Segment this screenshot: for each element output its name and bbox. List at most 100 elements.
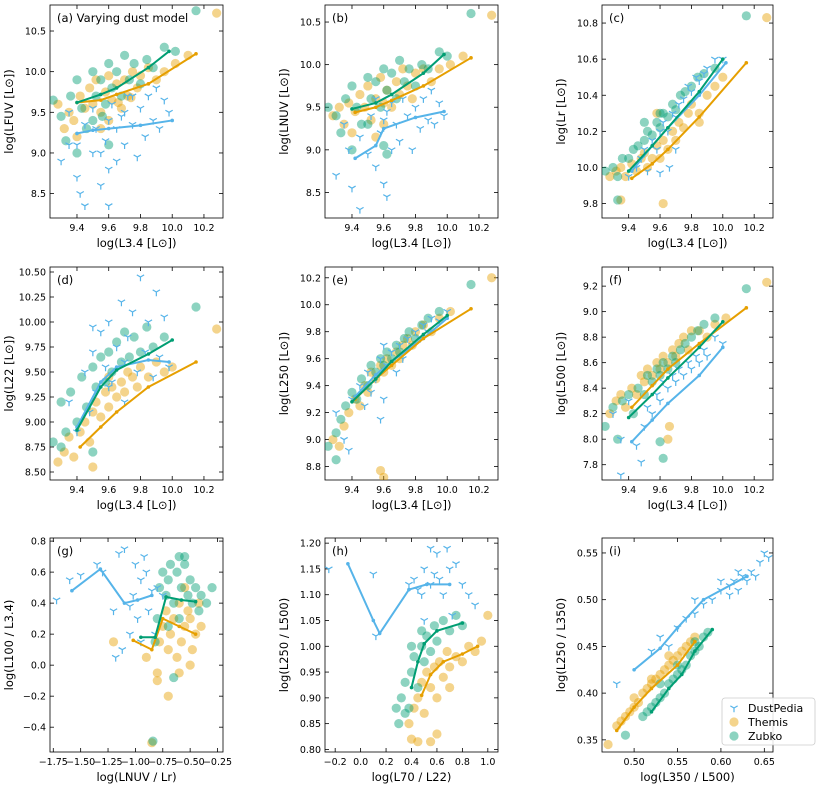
trend-line-dustpedia (71, 567, 153, 605)
point-dustpedia (703, 65, 712, 73)
trend-node (353, 110, 357, 115)
point-zubko (331, 455, 341, 465)
y-axis-label: log(LFUV [L⊙]) (2, 69, 16, 153)
point-dustpedia (363, 369, 372, 377)
trend-node (389, 98, 394, 103)
point-dustpedia (679, 372, 688, 380)
legend-label-zubko: Zubko (748, 730, 782, 743)
point-zubko (88, 362, 98, 372)
point-dustpedia (664, 643, 673, 651)
point-zubko (180, 559, 190, 569)
trend-node (724, 60, 728, 65)
trend-node (389, 363, 394, 368)
y-tick-label: −0.4 (23, 723, 46, 734)
point-dustpedia (403, 335, 412, 343)
y-tick-label: 10.00 (19, 318, 46, 329)
x-tick-label: 9.6 (376, 485, 391, 496)
point-themis (611, 396, 621, 406)
point-zubko (112, 67, 122, 77)
point-themis (375, 72, 386, 83)
trend-line-dustpedia (631, 62, 727, 172)
point-dustpedia (612, 681, 621, 688)
point-zubko (135, 347, 146, 357)
point-zubko (608, 402, 618, 412)
y-axis-label: log(Lr [L⊙]) (554, 78, 568, 144)
point-themis (718, 72, 728, 82)
point-zubko (382, 347, 392, 357)
point-themis (605, 409, 615, 419)
trend-node (193, 599, 198, 604)
point-zubko (387, 354, 397, 364)
point-themis (135, 362, 146, 372)
y-tick-label: 8.0 (583, 435, 598, 446)
point-themis (636, 370, 646, 381)
point-zubko (382, 85, 392, 95)
trend-node (193, 632, 198, 636)
point-zubko (185, 575, 195, 585)
point-zubko (201, 598, 212, 608)
point-dustpedia (88, 150, 97, 158)
trend-node (697, 373, 702, 378)
point-zubko (347, 81, 357, 91)
point-dustpedia (88, 105, 97, 113)
point-zubko (371, 367, 381, 377)
trend-node (413, 115, 418, 120)
x-tick-label: 9.8 (133, 223, 148, 234)
point-themis (366, 115, 376, 125)
trend-node (114, 365, 119, 369)
trend-node (630, 176, 634, 181)
trend-node (170, 338, 175, 342)
y-tick-label: 10.5 (300, 18, 321, 29)
y-tick-label: 8.5 (306, 188, 321, 199)
trend-node (422, 641, 427, 646)
point-zubko (336, 414, 346, 424)
panel-i: 0.50 0.55 0.60 0.65 0.35 0.40 0.45 0.50 0.55 (i) l… (554, 537, 775, 784)
trend-node (428, 672, 433, 677)
trend-node (630, 405, 634, 410)
trend-node (675, 663, 680, 667)
trend-node (114, 92, 119, 97)
x-tick-label: 0.2 (379, 757, 394, 768)
trend-node (146, 358, 151, 362)
panel-b: 9.4 9.6 9.8 10.0 10.2 8.5 9.0 9.5 10.0 10.5 (b) log… (277, 4, 499, 250)
point-dustpedia (643, 404, 652, 412)
point-themis (658, 351, 668, 361)
point-dustpedia (160, 97, 169, 105)
point-themis (663, 434, 673, 444)
panel-c: 9.4 9.6 9.8 10.0 10.2 9.8 10.0 10.2 10.4 10.6 10.8… (554, 4, 774, 250)
point-dustpedia (665, 164, 674, 172)
point-themis (658, 198, 668, 209)
point-themis (620, 402, 631, 412)
point-zubko (191, 302, 201, 312)
point-themis (445, 306, 455, 317)
point-themis (425, 737, 436, 747)
point-zubko (172, 567, 182, 577)
point-dustpedia (107, 101, 116, 109)
point-zubko (451, 610, 461, 620)
point-dustpedia (118, 647, 127, 654)
point-themis (457, 657, 467, 667)
trend-node (146, 385, 151, 389)
plot-area (52, 546, 217, 748)
point-zubko (163, 575, 173, 585)
trend-node (697, 115, 702, 119)
point-zubko (425, 646, 436, 657)
trend-node (194, 51, 198, 56)
point-dustpedia (392, 369, 401, 377)
point-zubko (399, 333, 409, 344)
point-themis (671, 351, 681, 361)
y-tick-label: 0.95 (300, 668, 321, 679)
panel-label: (d) (57, 273, 73, 287)
point-themis (379, 472, 389, 480)
point-themis (659, 665, 670, 675)
point-zubko (97, 111, 107, 121)
point-zubko (142, 54, 152, 65)
trend-node (626, 415, 631, 420)
point-dustpedia (379, 181, 388, 189)
point-zubko (404, 327, 414, 337)
point-themis (663, 358, 673, 368)
point-dustpedia (136, 577, 145, 585)
point-dustpedia (104, 203, 113, 211)
trend-node (350, 107, 354, 111)
point-dustpedia (760, 550, 769, 558)
